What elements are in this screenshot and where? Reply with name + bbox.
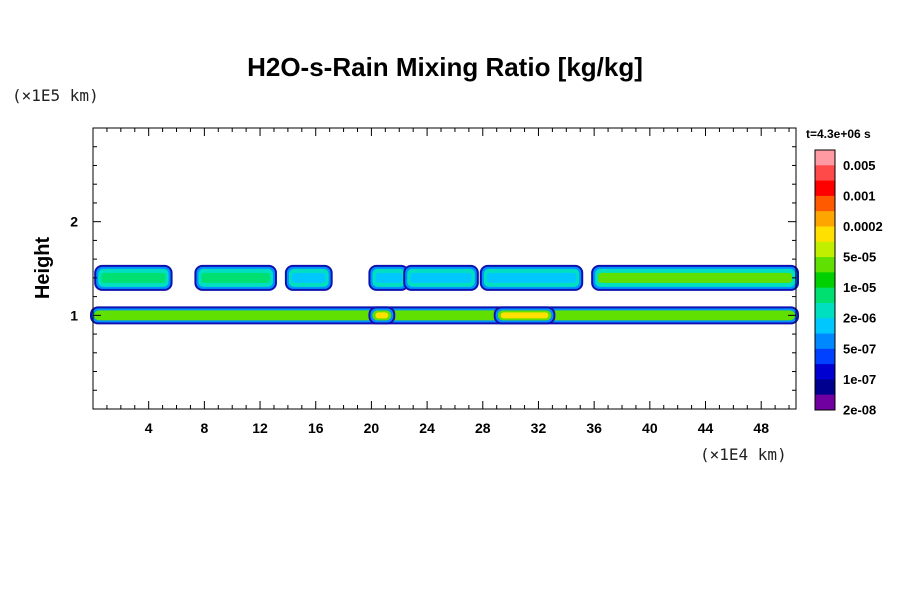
colorbar-swatch xyxy=(815,257,835,273)
segment-core xyxy=(375,272,403,283)
rain-segment xyxy=(403,264,479,291)
colorbar-swatch xyxy=(815,348,835,365)
x-tick-label: 40 xyxy=(642,420,658,436)
rain-segment xyxy=(368,264,410,291)
rain-segment xyxy=(591,264,799,291)
plot-frame xyxy=(92,127,797,410)
rain-segment xyxy=(284,264,333,291)
chart-title: H2O-s-Rain Mixing Ratio [kg/kg] xyxy=(247,52,643,82)
colorbar-label: 2e-06 xyxy=(843,311,876,326)
colorbar-label: 5e-07 xyxy=(843,341,876,356)
colorbar-swatch xyxy=(815,272,835,289)
colorbar-swatch xyxy=(815,180,835,197)
colorbar-swatch xyxy=(815,364,835,380)
colorbar-swatch xyxy=(815,150,835,166)
y-axis-unit: (×1E5 km) xyxy=(12,86,99,105)
colorbar-label: 1e-05 xyxy=(843,280,876,295)
segment-core xyxy=(500,312,549,319)
x-tick-label: 8 xyxy=(200,420,208,436)
plot-data-layers xyxy=(90,264,799,325)
segment-core xyxy=(97,312,792,319)
segment-core xyxy=(410,272,472,283)
colorbar-label: 0.001 xyxy=(843,188,876,203)
y-tick-label: 1 xyxy=(70,307,78,323)
x-tick-label: 32 xyxy=(531,420,547,436)
colorbar-label: 0.005 xyxy=(843,158,876,173)
colorbar-label: 5e-05 xyxy=(843,250,876,265)
rain-segment xyxy=(90,306,799,325)
colorbar-swatch xyxy=(815,302,835,319)
colorbar-frame xyxy=(814,149,836,411)
x-tick-label: 20 xyxy=(364,420,380,436)
segment-core xyxy=(486,272,577,283)
segment-core xyxy=(598,272,792,283)
rain-segment xyxy=(493,306,556,325)
colorbar-swatch xyxy=(815,211,835,227)
segment-core xyxy=(291,272,326,283)
colorbar-swatch xyxy=(815,195,835,212)
x-tick-label: 28 xyxy=(475,420,491,436)
rain-segment xyxy=(479,264,584,291)
colorbar-swatch xyxy=(815,226,835,243)
colorbar-swatch xyxy=(815,241,835,258)
segment-core xyxy=(201,272,270,283)
colorbar-swatch xyxy=(815,287,835,304)
segment-core xyxy=(101,272,166,283)
rain-segment xyxy=(368,306,396,325)
x-tick-label: 24 xyxy=(419,420,435,436)
colorbar-swatch xyxy=(815,333,835,350)
x-tick-label: 36 xyxy=(586,420,602,436)
colorbar-swatch xyxy=(815,379,835,396)
rain-segment xyxy=(94,264,173,291)
colorbar-label: 0.0002 xyxy=(843,219,883,234)
colorbar-swatch xyxy=(815,394,835,411)
y-tick-label: 2 xyxy=(70,214,78,230)
x-axis-unit: (×1E4 km) xyxy=(700,445,787,464)
x-tick-label: 12 xyxy=(252,420,268,436)
colorbar: 0.005 0.001 0.0002 5e-05 1e-05 2e-06 5e-07 1e-0… xyxy=(814,149,883,418)
colorbar-swatch xyxy=(815,165,835,182)
x-tick-label: 48 xyxy=(753,420,769,436)
x-tick-label: 16 xyxy=(308,420,324,436)
colorbar-swatch xyxy=(815,318,835,335)
rain-segment xyxy=(194,264,277,291)
segment-core xyxy=(375,312,389,319)
x-tick-label: 44 xyxy=(698,420,714,436)
colorbar-label: 1e-07 xyxy=(843,372,876,387)
x-tick-label: 4 xyxy=(145,420,153,436)
colorbar-label: 2e-08 xyxy=(843,403,876,418)
time-label: t=4.3e+06 s xyxy=(806,127,871,141)
y-axis-label: Height xyxy=(32,237,54,300)
